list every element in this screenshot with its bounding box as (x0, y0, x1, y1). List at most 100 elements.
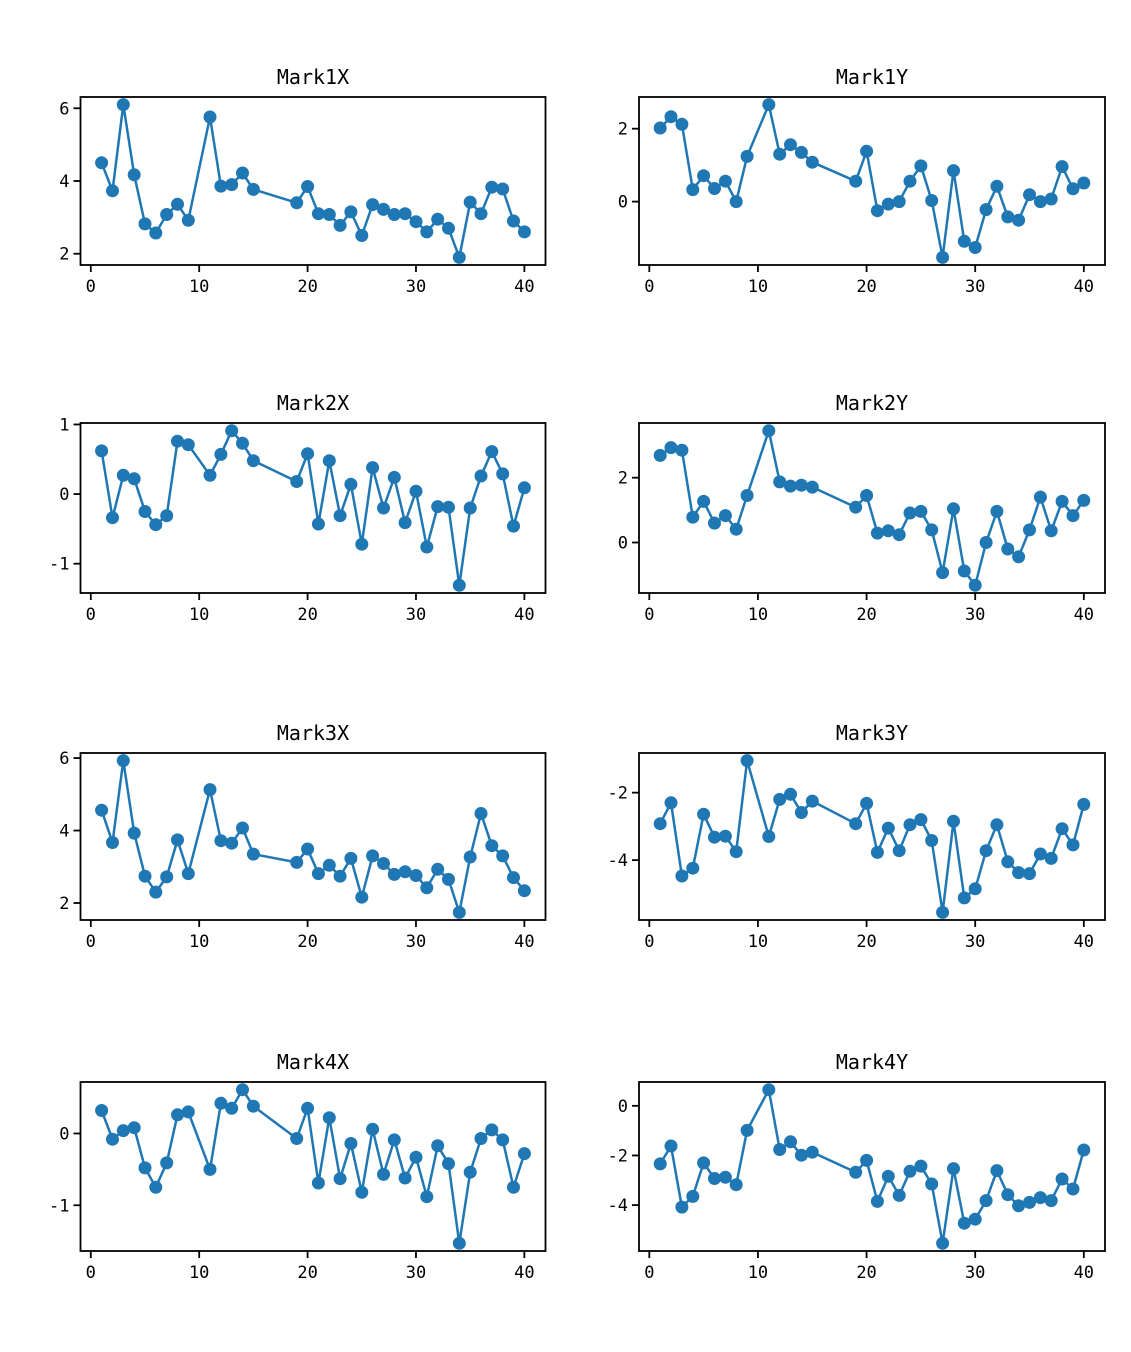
data-point-marker (225, 836, 239, 850)
data-point-marker (979, 1194, 993, 1208)
data-point-marker (860, 1153, 874, 1167)
data-point-marker (149, 518, 163, 532)
data-point-marker (344, 1137, 358, 1150)
data-point-marker (116, 754, 130, 768)
data-point-marker (160, 1156, 174, 1170)
data-point-marker (892, 844, 906, 858)
data-point-marker (794, 478, 808, 492)
x-tick-label: 20 (297, 605, 317, 625)
data-point-marker (452, 1236, 466, 1250)
y-tick-label: 4 (59, 822, 69, 842)
data-point-marker (366, 198, 380, 212)
data-point-marker (697, 1156, 711, 1170)
data-point-marker (95, 444, 109, 458)
data-point-marker (664, 110, 678, 124)
y-tick-label: 0 (59, 1124, 69, 1144)
data-point-marker (149, 1180, 163, 1194)
data-point-marker (127, 826, 141, 840)
data-point-marker (718, 174, 732, 188)
x-tick-label: 20 (856, 1263, 876, 1283)
data-point-marker (496, 849, 510, 863)
data-point-marker (171, 1108, 184, 1122)
data-point-marker (784, 138, 797, 152)
data-point-marker (1033, 847, 1047, 861)
data-point-marker (794, 145, 808, 159)
data-point-marker (708, 516, 721, 530)
data-point-marker (507, 214, 520, 228)
data-point-marker (1023, 523, 1036, 537)
data-point-marker (420, 881, 434, 895)
data-point-marker (903, 818, 917, 832)
x-tick-label: 40 (1074, 277, 1094, 297)
chart-title: Mark2Y (836, 391, 908, 415)
data-point-marker (398, 516, 412, 530)
data-point-marker (718, 509, 732, 523)
data-point-marker (236, 1083, 249, 1097)
x-tick-label: 40 (514, 605, 534, 625)
data-point-marker (225, 424, 239, 438)
data-point-marker (849, 1165, 863, 1179)
data-point-marker (729, 195, 743, 209)
data-point-marker (903, 506, 917, 520)
x-tick-label: 30 (406, 277, 426, 297)
data-point-marker (452, 578, 466, 592)
x-tick-label: 30 (965, 1263, 985, 1283)
data-point-marker (507, 1180, 520, 1194)
data-point-marker (686, 861, 700, 875)
data-point-marker (740, 489, 754, 502)
data-point-marker (463, 850, 477, 864)
data-point-marker (925, 1177, 939, 1191)
axes-box (79, 1081, 547, 1252)
data-point-marker (936, 566, 950, 580)
data-point-marker (181, 867, 195, 881)
y-tick-label: 2 (59, 894, 69, 914)
data-point-marker (903, 1164, 917, 1178)
data-point-marker (463, 1165, 477, 1179)
data-point-marker (881, 197, 895, 211)
x-tick-label: 0 (86, 1263, 96, 1283)
axes-box (79, 752, 547, 921)
data-point-marker (203, 783, 217, 797)
data-point-marker (203, 1162, 217, 1176)
data-point-marker (485, 180, 499, 194)
data-point-marker (1055, 1172, 1069, 1186)
data-point-marker (870, 204, 884, 218)
data-point-marker (870, 845, 884, 859)
data-point-marker (729, 522, 743, 536)
data-point-marker (246, 847, 260, 861)
data-point-marker (1066, 509, 1080, 523)
x-tick-label: 10 (748, 1263, 768, 1283)
data-point-marker (762, 830, 776, 843)
data-point-marker (1077, 797, 1091, 811)
chart-title: Mark2X (277, 391, 349, 415)
data-point-marker (442, 1157, 455, 1171)
y-tick-label: -4 (608, 1196, 628, 1216)
data-point-marker (1066, 182, 1080, 196)
data-point-marker (990, 818, 1004, 832)
data-point-marker (290, 196, 304, 210)
data-point-marker (214, 447, 228, 461)
data-point-marker (1012, 866, 1026, 880)
data-point-marker (409, 215, 423, 229)
chart-title: Mark4X (277, 1050, 349, 1074)
data-point-marker (773, 792, 787, 806)
x-tick-label: 10 (189, 932, 209, 952)
data-point-marker (1001, 542, 1015, 556)
data-point-marker (979, 536, 993, 549)
data-point-marker (106, 511, 119, 525)
y-tick-label: 1 (59, 415, 69, 435)
y-tick-label: 0 (59, 485, 69, 505)
x-tick-label: 30 (965, 277, 985, 297)
data-point-marker (496, 182, 510, 196)
data-point-marker (697, 494, 711, 508)
data-point-marker (947, 1162, 960, 1176)
data-point-marker (409, 869, 423, 882)
data-point-marker (881, 524, 895, 538)
data-point-marker (957, 891, 971, 905)
data-point-marker (892, 1188, 906, 1202)
data-point-marker (773, 475, 787, 489)
data-point-marker (805, 480, 819, 494)
data-point-marker (914, 504, 928, 518)
data-point-marker (686, 183, 700, 197)
data-point-marker (708, 1172, 721, 1185)
